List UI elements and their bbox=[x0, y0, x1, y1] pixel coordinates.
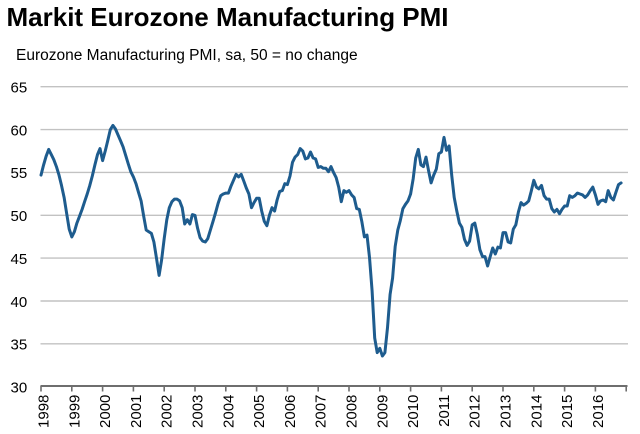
svg-text:2003: 2003 bbox=[190, 395, 207, 428]
svg-text:2002: 2002 bbox=[159, 395, 176, 428]
svg-text:2010: 2010 bbox=[405, 395, 422, 428]
svg-text:2001: 2001 bbox=[128, 395, 145, 428]
svg-text:50: 50 bbox=[11, 208, 28, 225]
svg-text:30: 30 bbox=[11, 379, 28, 396]
svg-text:35: 35 bbox=[11, 337, 28, 354]
svg-text:2013: 2013 bbox=[498, 395, 515, 428]
svg-text:1998: 1998 bbox=[36, 395, 53, 428]
svg-text:2000: 2000 bbox=[97, 395, 114, 428]
svg-text:2007: 2007 bbox=[313, 395, 330, 428]
svg-text:2012: 2012 bbox=[467, 395, 484, 428]
svg-text:2004: 2004 bbox=[220, 395, 237, 428]
svg-text:2014: 2014 bbox=[528, 395, 545, 428]
svg-text:60: 60 bbox=[11, 122, 28, 139]
svg-text:65: 65 bbox=[11, 79, 28, 96]
svg-text:2015: 2015 bbox=[559, 395, 576, 428]
svg-text:1999: 1999 bbox=[66, 395, 83, 428]
svg-text:2009: 2009 bbox=[374, 395, 391, 428]
svg-text:2016: 2016 bbox=[590, 395, 607, 428]
svg-text:2011: 2011 bbox=[436, 395, 453, 427]
svg-text:2005: 2005 bbox=[251, 395, 268, 428]
svg-text:2008: 2008 bbox=[344, 395, 361, 428]
svg-text:2006: 2006 bbox=[282, 395, 299, 428]
svg-text:55: 55 bbox=[11, 165, 28, 182]
svg-text:40: 40 bbox=[11, 294, 28, 311]
svg-text:45: 45 bbox=[11, 251, 28, 268]
